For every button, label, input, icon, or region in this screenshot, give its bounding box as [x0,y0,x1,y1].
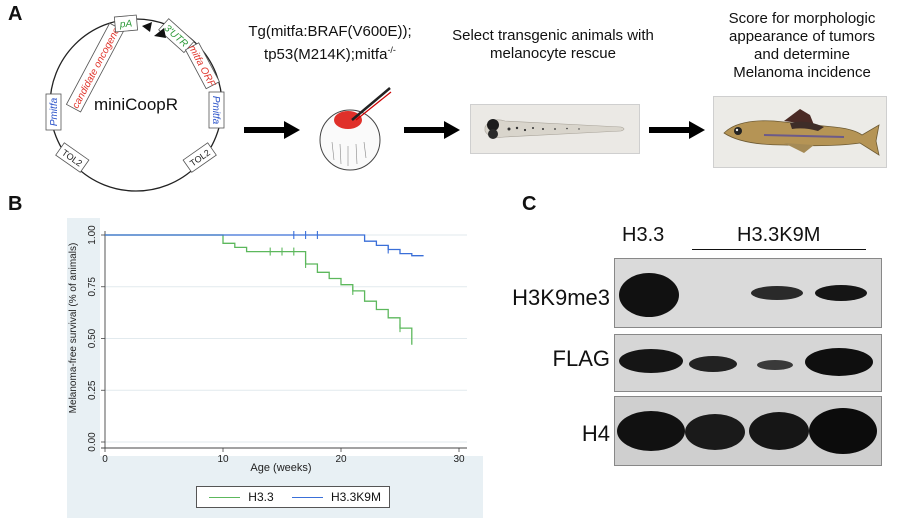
adult-fish-photo [713,96,887,168]
blot-header-k9m: H3.3K9M [737,224,821,246]
embryo-injection-image [319,87,392,171]
step3-line3: and determine [754,46,850,63]
y-tick-label: 0.50 [87,328,98,348]
x-axis-label: Age (weeks) [250,462,311,474]
series-line-h33 [105,234,413,345]
legend-k9m-label: H3.3K9M [330,490,381,504]
step2-select-text: Select transgenic animals with melanocyt… [428,27,678,63]
step3-line1: Score for morphologic [728,10,876,27]
blot-strip-flag [614,334,882,392]
blot-strip-h3k9me3 [614,258,882,328]
blot-label-flag: FLAG [552,346,610,371]
plot-area [100,218,483,456]
blot-header-h33: H3.3 [622,224,665,246]
step3-line2: appearance of tumors [729,28,875,45]
x-tick-label: 10 [217,454,229,465]
plasmid-diagram: candidate oncogene pA 3'UTR mitfa ORF Pm… [45,14,225,192]
x-tick-label: 0 [102,454,108,465]
step3-line4: Melanoma incidence [733,64,871,81]
step2-line2: melanocyte rescue [490,45,616,62]
step2-line1: Select transgenic animals with [452,27,654,44]
legend-h33-label: H3.3 [248,490,274,504]
blot-strip-h4 [614,396,882,466]
panel-a-letter: A [8,3,23,25]
panel-b-letter: B [8,193,23,215]
pa-label: pA [118,18,132,30]
step1-line2: tp53(M214K);mitfa [264,46,388,63]
plasmid-name: miniCoopR [94,95,178,114]
y-tick-label: 0.75 [87,277,98,297]
arrow-2-icon [404,121,460,139]
pmitfa-right-label: Pmitfa [210,96,221,125]
y-tick-label: 0.00 [87,432,98,452]
step1-genotype-text: Tg(mitfa:BRAF(V600E)); tp53(M214K);mitfa… [244,23,416,64]
blot-label-h3k9me3: H3K9me3 [512,285,610,310]
y-tick-label: 0.25 [87,380,98,400]
step1-superscript: -/- [387,45,396,55]
x-tick-label: 30 [453,454,465,465]
step1-line1: Tg(mitfa:BRAF(V600E)); [248,23,412,40]
legend-k9m-swatch [291,496,323,498]
pmitfa-left-label: Pmitfa [49,97,60,126]
chart-legend: H3.3 H3.3K9M [196,486,390,508]
arrow-3-icon [649,121,705,139]
step3-score-text: Score for morphologic appearance of tumo… [702,10,902,82]
y-axis-label: Melanoma-free survival (% of animals) [68,243,79,414]
blot-header-k9m-underline [692,249,866,250]
arrow-1-icon [244,121,300,139]
legend-h33-swatch [209,496,241,498]
step1-line2-wrap: tp53(M214K);mitfa-/- [244,41,416,64]
blot-label-h4: H4 [581,421,610,446]
larva-photo [470,104,640,154]
x-tick-label: 20 [335,454,347,465]
survival-chart: 0.00 0.25 0.50 0.75 1.00 0 10 20 30 Melanoma-fre… [68,218,483,474]
panel-c-letter: C [522,193,537,215]
y-tick-label: 1.00 [87,225,98,245]
